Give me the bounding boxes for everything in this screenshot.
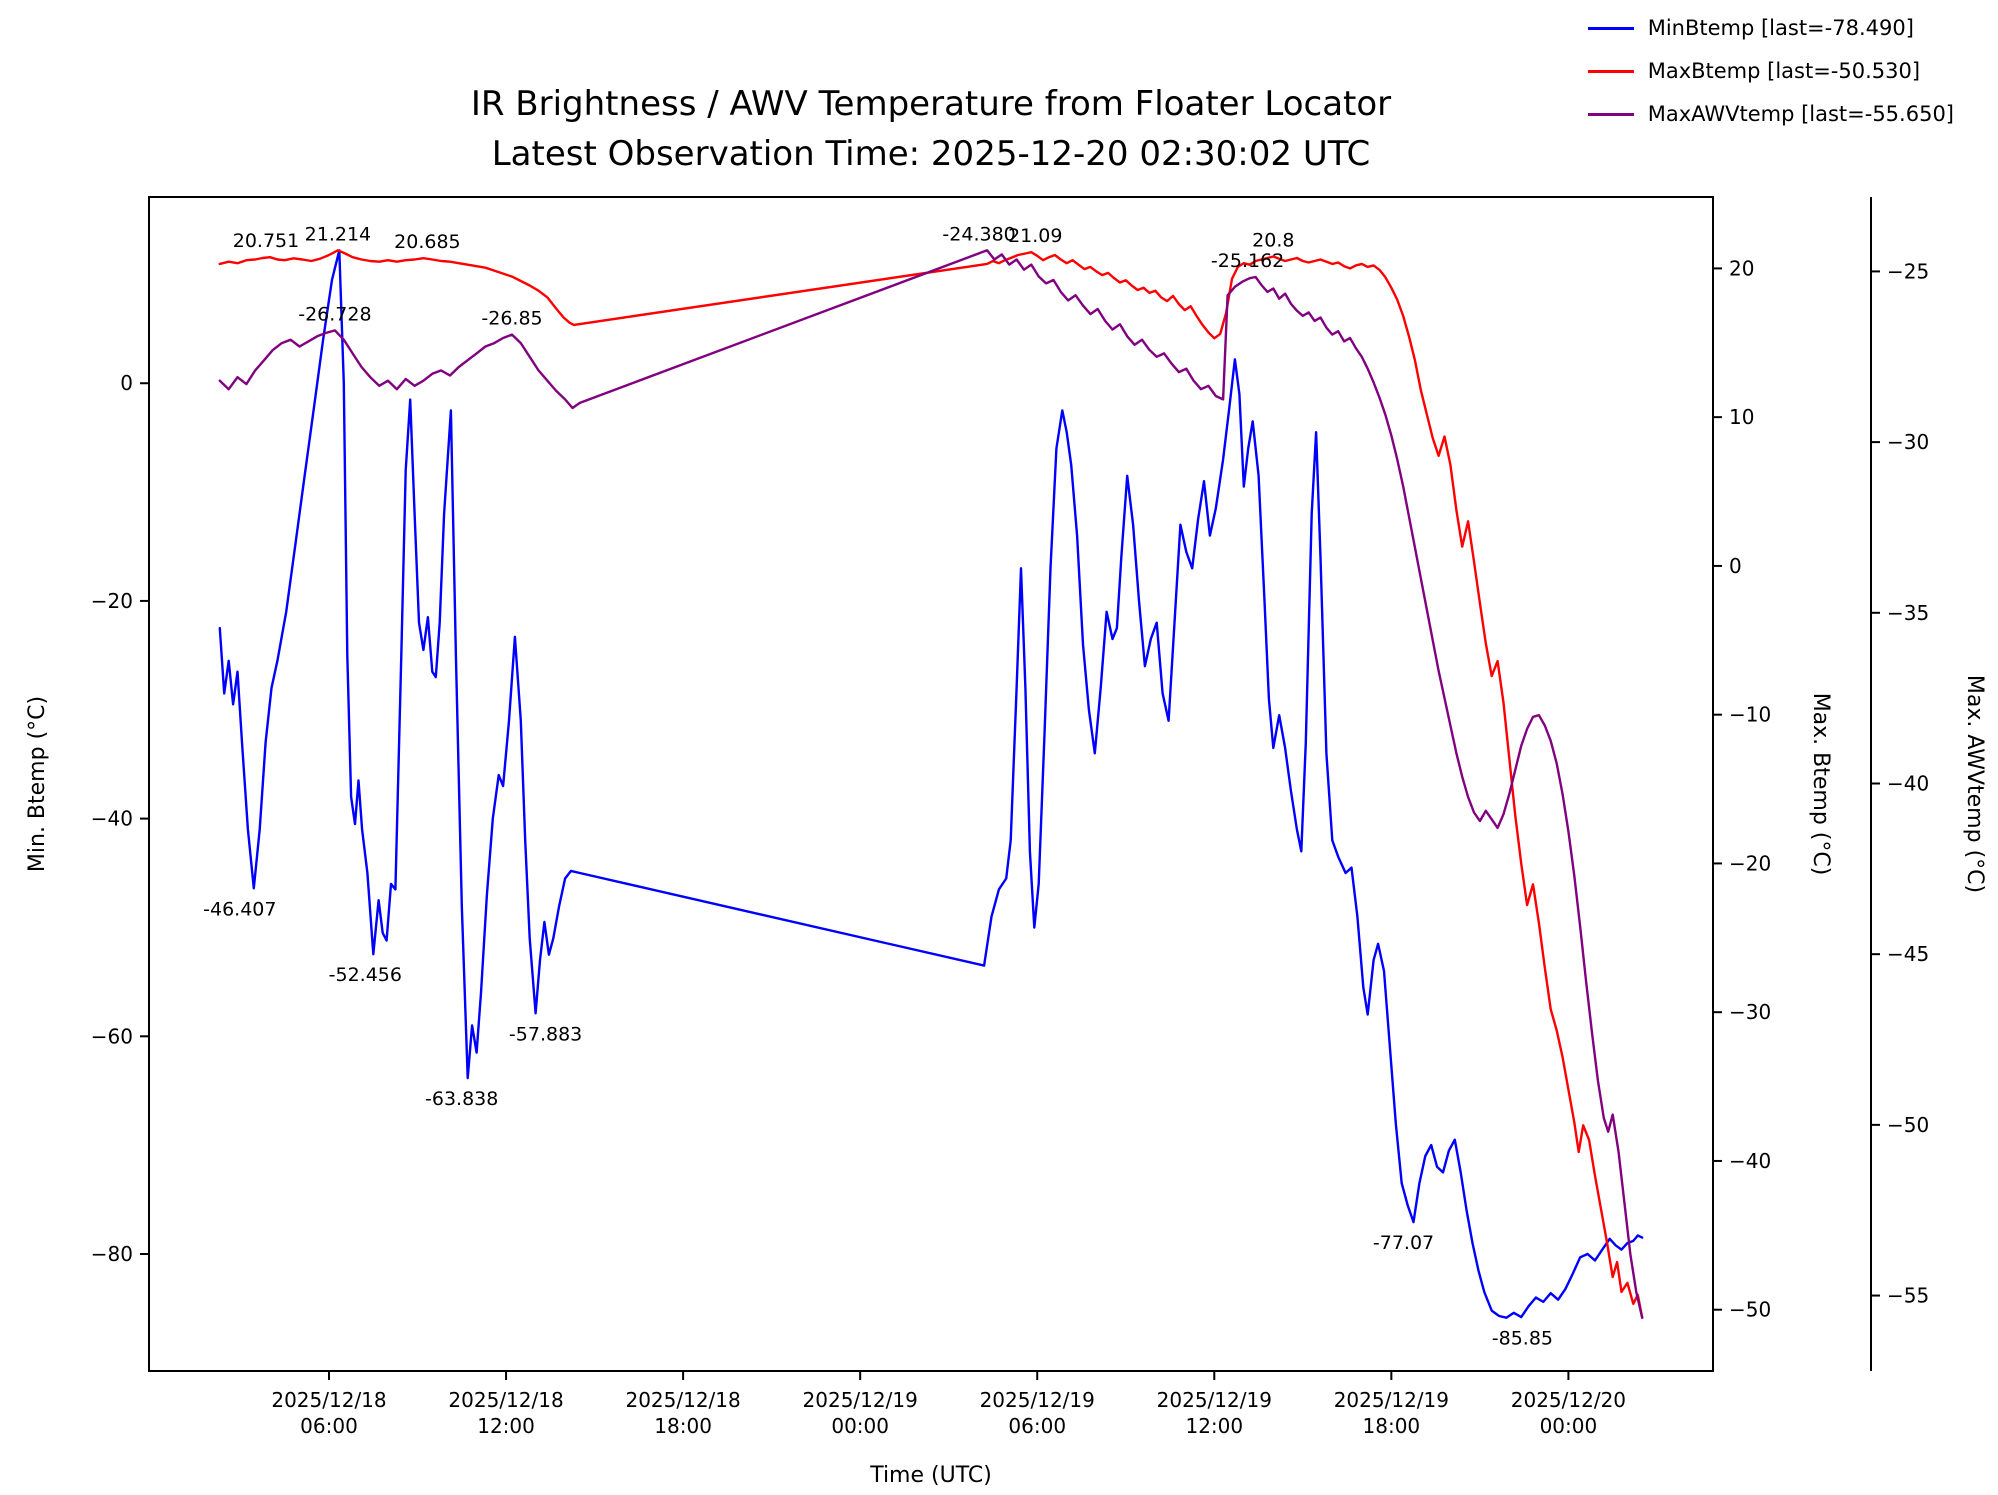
y-right-tick-label: 0 xyxy=(1729,554,1742,578)
annotation--26.728: -26.728 xyxy=(298,303,371,325)
annotation--25.162: -25.162 xyxy=(1211,250,1284,272)
legend-item-maxbtemp: MaxBtemp [last=-50.530] xyxy=(1587,57,1954,85)
x-tick-label: 2025/12/19 12:00 xyxy=(1157,1388,1272,1438)
legend-item-maxawvtemp: MaxAWVtemp [last=-55.650] xyxy=(1587,100,1954,128)
legend: MinBtemp [last=-78.490] MaxBtemp [last=-… xyxy=(1587,14,1954,143)
y-right2-tick-label: −45 xyxy=(1887,942,1929,966)
y-right2-tick-label: −55 xyxy=(1887,1284,1929,1308)
y-right2-tick-label: −40 xyxy=(1887,771,1929,795)
y-left-tick-label: −40 xyxy=(91,807,133,831)
y-left-axis-title: Min. Btemp (°C) xyxy=(25,696,50,872)
annotation--63.838: -63.838 xyxy=(425,1088,498,1110)
y-left-tick-label: −80 xyxy=(91,1242,133,1266)
legend-label-maxawvtemp: MaxAWVtemp [last=-55.650] xyxy=(1647,102,1954,126)
y-right-tick-label: −50 xyxy=(1729,1298,1771,1322)
y-right2-tick-label: −25 xyxy=(1887,259,1929,283)
annotation-21.09: 21.09 xyxy=(1008,225,1062,247)
x-tick-label: 2025/12/20 00:00 xyxy=(1511,1388,1626,1438)
annotation--46.407: -46.407 xyxy=(203,898,276,920)
legend-line-swatch-maxbtemp xyxy=(1587,69,1634,73)
x-tick-label: 2025/12/18 06:00 xyxy=(271,1388,386,1438)
annotation-21.214: 21.214 xyxy=(305,223,371,245)
x-tick-label: 2025/12/18 12:00 xyxy=(448,1388,563,1438)
legend-label-minbtemp: MinBtemp [last=-78.490] xyxy=(1647,16,1914,40)
annotation-20.8: 20.8 xyxy=(1252,230,1294,252)
x-tick-label: 2025/12/19 00:00 xyxy=(803,1388,918,1438)
x-tick-label: 2025/12/19 06:00 xyxy=(980,1388,1095,1438)
annotation--24.380: -24.380 xyxy=(942,223,1015,245)
axes-frame xyxy=(148,196,1714,1372)
series-line-MaxAWVtemp xyxy=(218,249,1644,1319)
y-left-tick-label: 0 xyxy=(120,371,133,395)
y-right-tick-label: 20 xyxy=(1729,256,1754,280)
chart-title: IR Brightness / AWV Temperature from Flo… xyxy=(470,84,1392,124)
annotation--85.85: -85.85 xyxy=(1492,1328,1553,1350)
x-tick-label: 2025/12/18 18:00 xyxy=(625,1388,740,1438)
y-right-tick-label: −10 xyxy=(1729,703,1771,727)
y-right2-tick-label: −30 xyxy=(1887,430,1929,454)
legend-line-swatch-minbtemp xyxy=(1587,26,1634,30)
annotation-20.685: 20.685 xyxy=(394,231,460,253)
y-left-tick-label: −60 xyxy=(91,1024,133,1048)
annotation--26.85: -26.85 xyxy=(481,308,542,330)
y-right-tick-label: 10 xyxy=(1729,405,1754,429)
legend-line-swatch-maxawvtemp xyxy=(1587,112,1634,116)
y-right-axis-title: Max. Btemp (°C) xyxy=(1808,693,1833,876)
series-line-MaxBtemp xyxy=(218,249,1644,1319)
y-right-tick-label: −20 xyxy=(1729,851,1771,875)
y-right-tick-label: −30 xyxy=(1729,1000,1771,1024)
legend-item-minbtemp: MinBtemp [last=-78.490] xyxy=(1587,14,1954,42)
annotation--52.456: -52.456 xyxy=(329,964,402,986)
y-right2-tick-label: −35 xyxy=(1887,601,1929,625)
legend-label-maxbtemp: MaxBtemp [last=-50.530] xyxy=(1647,59,1921,83)
y-left-tick-label: −20 xyxy=(91,589,133,613)
series-line-MinBtemp xyxy=(218,249,1644,1319)
annotation--77.07: -77.07 xyxy=(1373,1232,1434,1254)
x-tick-label: 2025/12/19 18:00 xyxy=(1334,1388,1449,1438)
y-right2-axis-title: Max. AWVtemp (°C) xyxy=(1962,675,1987,893)
annotation-20.751: 20.751 xyxy=(233,230,299,252)
y-right2-tick-label: −50 xyxy=(1887,1113,1929,1137)
x-axis-title: Time (UTC) xyxy=(869,1463,992,1488)
annotation--57.883: -57.883 xyxy=(509,1023,582,1045)
y-right-tick-label: −40 xyxy=(1729,1149,1771,1173)
chart-subtitle: Latest Observation Time: 2025-12-20 02:3… xyxy=(491,134,1371,174)
